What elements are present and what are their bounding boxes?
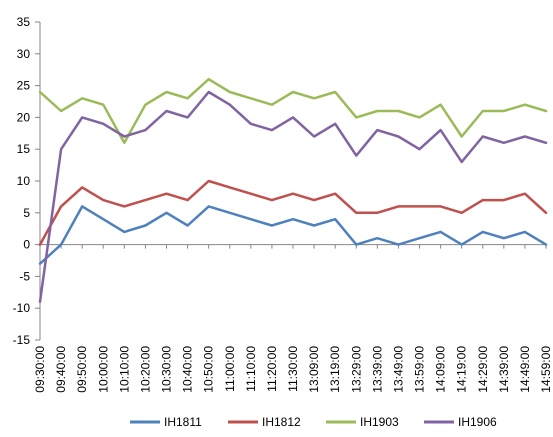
legend-label-ih1906: IH1906 (458, 415, 497, 429)
x-tick-label: 14:09:00 (434, 346, 448, 393)
legend-label-ih1812: IH1812 (262, 415, 301, 429)
x-tick-label: 13:19:00 (328, 346, 342, 393)
x-tick-label: 13:49:00 (391, 346, 405, 393)
x-tick-label: 13:39:00 (370, 346, 384, 393)
x-tick-label: 10:20:00 (138, 346, 152, 393)
legend: IH1811 IH1812 IH1903 IH1906 (130, 415, 497, 429)
x-tick-label: 09:30:00 (33, 346, 47, 393)
series-line-ih1811 (38, 205, 548, 265)
x-tick-label: 13:09:00 (307, 346, 321, 393)
y-tick-label: -15 (13, 333, 31, 347)
x-tick-label: 10:00:00 (96, 346, 110, 393)
y-tick-label: 0 (23, 238, 30, 252)
x-axis: 09:30:00 09:40:00 09:50:00 10:00:00 10:10:00… (33, 244, 553, 393)
x-tick-label: 13:59:00 (413, 346, 427, 393)
x-tick-label: 10:40:00 (181, 346, 195, 393)
series-line-ih1906 (38, 90, 548, 304)
x-tick-label: 14:29:00 (476, 346, 490, 393)
x-tick-label: 11:20:00 (265, 346, 279, 392)
y-tick-label: -5 (19, 269, 30, 283)
x-tick-label: 10:10:00 (117, 346, 131, 393)
y-axis: -15 -10 -5 0 5 10 15 20 25 30 35 (13, 15, 41, 347)
series-line-ih1903 (38, 77, 548, 145)
x-tick-label: 14:39:00 (497, 346, 511, 393)
x-tick-label: 14:59:00 (539, 346, 553, 393)
x-tick-label: 14:49:00 (518, 346, 532, 393)
x-tick-label: 10:30:00 (160, 346, 174, 393)
y-tick-label: 15 (17, 142, 31, 156)
y-tick-label: 30 (17, 47, 31, 61)
x-tick-label: 14:19:00 (455, 346, 469, 393)
x-tick-label: 09:40:00 (54, 346, 68, 393)
series-lines (38, 77, 548, 304)
x-tick-label: 13:29:00 (349, 346, 363, 393)
y-tick-label: 25 (17, 79, 31, 93)
y-tick-label: -10 (13, 301, 31, 315)
x-tick-label: 09:50:00 (75, 346, 89, 393)
y-tick-label: 35 (17, 15, 31, 29)
y-tick-label: 20 (17, 110, 31, 124)
y-tick-label: 10 (17, 174, 31, 188)
x-tick-label: 10:50:00 (202, 346, 216, 393)
x-tick-label: 11:30:00 (286, 346, 300, 392)
y-tick-label: 5 (23, 206, 30, 220)
x-tick-label: 11:10:00 (244, 346, 258, 392)
series-line-ih1812 (38, 179, 548, 246)
x-tick-label: 11:00:00 (223, 346, 237, 392)
legend-label-ih1903: IH1903 (360, 415, 399, 429)
legend-label-ih1811: IH1811 (164, 415, 202, 429)
